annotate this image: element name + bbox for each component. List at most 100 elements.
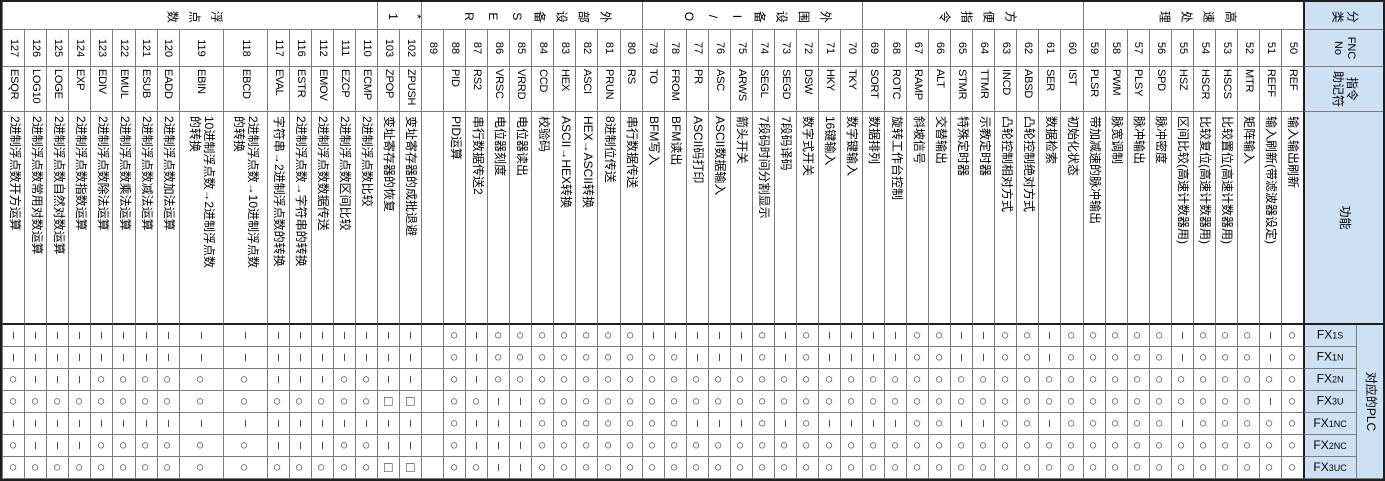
fnc-no-cell: 123 bbox=[90, 30, 113, 67]
mnemonic-cell: TKY bbox=[840, 67, 863, 112]
mnemonic-cell: STMR bbox=[950, 67, 973, 112]
mark-cell: ○ bbox=[553, 369, 576, 391]
fnc-no-cell: 111 bbox=[332, 30, 355, 67]
mark-cell: ○ bbox=[619, 325, 642, 347]
mark-cell: ○ bbox=[950, 435, 973, 457]
mnemonic-cell: PWM bbox=[1104, 67, 1127, 112]
mark-cell: ○ bbox=[641, 369, 664, 391]
function-cell: 7段码时间分割显示 bbox=[751, 112, 774, 325]
mark-cell bbox=[421, 391, 444, 413]
mark-cell: – bbox=[288, 413, 311, 435]
mark-cell: ○ bbox=[950, 457, 973, 479]
mark-cell: ○ bbox=[575, 457, 598, 479]
fnc-no-cell: 125 bbox=[46, 30, 69, 67]
mark-cell bbox=[421, 435, 444, 457]
fnc-no-cell: 58 bbox=[1104, 30, 1127, 67]
mark-cell: ○ bbox=[994, 457, 1017, 479]
fnc-no-cell: 127 bbox=[2, 30, 25, 67]
function-cell: 电位器刻度 bbox=[487, 112, 510, 325]
fnc-no-cell: 73 bbox=[773, 30, 796, 67]
mark-cell: – bbox=[2, 347, 25, 369]
mnemonic-cell: ROTC bbox=[884, 67, 907, 112]
mark-cell: ○ bbox=[928, 391, 951, 413]
fnc-no-cell: 71 bbox=[817, 30, 841, 67]
mark-cell: ○ bbox=[994, 413, 1017, 435]
mark-cell: ○ bbox=[1236, 347, 1259, 369]
mark-cell: □ bbox=[399, 391, 422, 413]
mark-cell: ○ bbox=[928, 435, 951, 457]
fnc-no-cell: 102 bbox=[399, 30, 422, 67]
mnemonic-cell: EZCP bbox=[332, 67, 355, 112]
mark-cell: – bbox=[354, 347, 378, 369]
function-cell: 2进制浮点数常用对数运算 bbox=[24, 112, 47, 325]
mark-cell: – bbox=[266, 413, 289, 435]
mark-cell: ○ bbox=[288, 391, 311, 413]
mnemonic-cell: SEGD bbox=[773, 67, 796, 112]
function-cell: 凸轮控制绝对方式 bbox=[1016, 112, 1039, 325]
mark-cell: ○ bbox=[575, 369, 598, 391]
mark-cell: ○ bbox=[619, 413, 642, 435]
function-cell: 斜坡信号 bbox=[906, 112, 929, 325]
mark-cell: ○ bbox=[24, 391, 47, 413]
function-cell: HEX→ASCII转换 bbox=[575, 112, 598, 325]
mnemonic-cell: RS2 bbox=[465, 67, 488, 112]
function-cell: 2进制浮点数比较 bbox=[354, 112, 378, 325]
plc-model-text: FX3UC bbox=[1313, 459, 1348, 474]
header-mnemonic: 指令 助记符 bbox=[1303, 67, 1383, 112]
mark-cell: – bbox=[112, 325, 135, 347]
fnc-no-cell: 80 bbox=[619, 30, 642, 67]
mark-cell: ○ bbox=[1126, 435, 1149, 457]
mnemonic-cell: ZPUSH bbox=[399, 67, 422, 112]
mark-cell: – bbox=[1258, 325, 1281, 347]
mark-cell: ○ bbox=[1236, 325, 1259, 347]
mark-cell: ○ bbox=[531, 413, 554, 435]
mark-cell: ○ bbox=[1192, 435, 1215, 457]
function-cell: 2进制浮点数→字符串的转换 bbox=[288, 112, 311, 325]
function-cell: 电位器读出 bbox=[509, 112, 532, 325]
function-cell: 7段码译码 bbox=[773, 112, 796, 325]
mark-cell: – bbox=[465, 413, 488, 435]
mark-cell: ○ bbox=[994, 391, 1017, 413]
mark-cell: ○ bbox=[112, 457, 135, 479]
mark-cell: ○ bbox=[641, 391, 664, 413]
function-cell: ASCII→HEX转换 bbox=[553, 112, 576, 325]
mark-cell: – bbox=[90, 325, 113, 347]
mark-cell: – bbox=[707, 413, 730, 435]
category-cell: 外部设备SER bbox=[421, 2, 642, 30]
mark-cell bbox=[421, 413, 444, 435]
mark-cell: ○ bbox=[685, 457, 708, 479]
function-cell: ASCII码打印 bbox=[685, 112, 708, 325]
mark-cell: ○ bbox=[354, 457, 378, 479]
mark-cell: – bbox=[46, 325, 69, 347]
mark-cell: – bbox=[24, 413, 47, 435]
mark-cell: ○ bbox=[553, 457, 576, 479]
mark-cell: ○ bbox=[509, 347, 532, 369]
mark-cell: ○ bbox=[465, 457, 488, 479]
fnc-no-cell: 117 bbox=[266, 30, 289, 67]
mark-cell: – bbox=[1170, 413, 1193, 435]
mark-cell: – bbox=[399, 347, 422, 369]
fnc-no-cell: 77 bbox=[685, 30, 708, 67]
mark-cell: ○ bbox=[156, 457, 179, 479]
header-category: 分类 bbox=[1303, 2, 1383, 30]
mark-cell: ○ bbox=[112, 369, 135, 391]
mark-cell: – bbox=[24, 369, 47, 391]
mnemonic-cell: ECMP bbox=[354, 67, 378, 112]
mnemonic-cell: VRSC bbox=[487, 67, 510, 112]
mark-cell: – bbox=[399, 325, 422, 347]
category-cell: 浮点数 bbox=[2, 2, 378, 30]
fnc-no-cell: 79 bbox=[641, 30, 664, 67]
fnc-no-cell: 116 bbox=[288, 30, 311, 67]
mark-cell: ○ bbox=[1038, 391, 1061, 413]
function-cell: 2进制浮点数除法运算 bbox=[90, 112, 113, 325]
fnc-no-cell: 126 bbox=[24, 30, 47, 67]
mark-cell: – bbox=[399, 435, 422, 457]
category-cell: 方便指令 bbox=[862, 2, 1083, 30]
mark-cell: ○ bbox=[1148, 435, 1171, 457]
mark-cell bbox=[421, 457, 444, 479]
mark-cell: ○ bbox=[575, 413, 598, 435]
mark-cell: ○ bbox=[641, 457, 664, 479]
category-cell: 高速处理 bbox=[1082, 2, 1303, 30]
mark-cell: – bbox=[332, 325, 355, 347]
function-cell: BFM写入 bbox=[641, 112, 664, 325]
